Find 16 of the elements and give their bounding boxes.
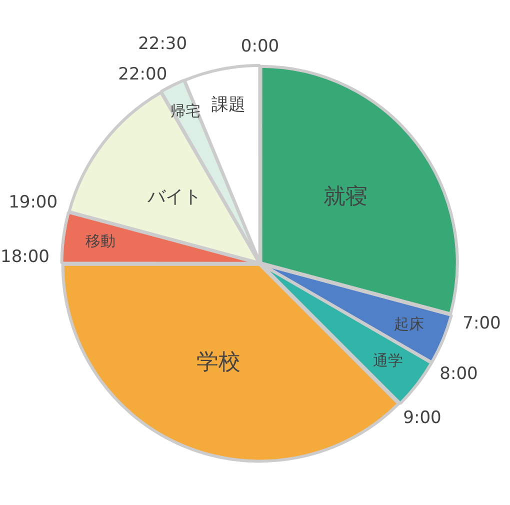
text: 9:00 (403, 408, 442, 428)
slice-label: 就寝 (324, 184, 368, 210)
slice-label: 移動 (85, 232, 116, 250)
slice-label: 課題 (212, 94, 246, 115)
slice-label: 学校 (196, 350, 241, 376)
text: 7:00 (462, 313, 501, 334)
text: 18:00 (0, 246, 50, 267)
slice-label: 帰宅 (170, 102, 200, 120)
text: 22:00 (118, 64, 168, 85)
text: 22:30 (138, 34, 188, 54)
slice-label: 通学 (372, 352, 403, 370)
text: 19:00 (8, 192, 58, 212)
text: 8:00 (440, 364, 478, 384)
slice-label: 起床 (394, 315, 424, 334)
slice-label: バイト (146, 186, 202, 208)
text: 0:00 (240, 36, 280, 56)
